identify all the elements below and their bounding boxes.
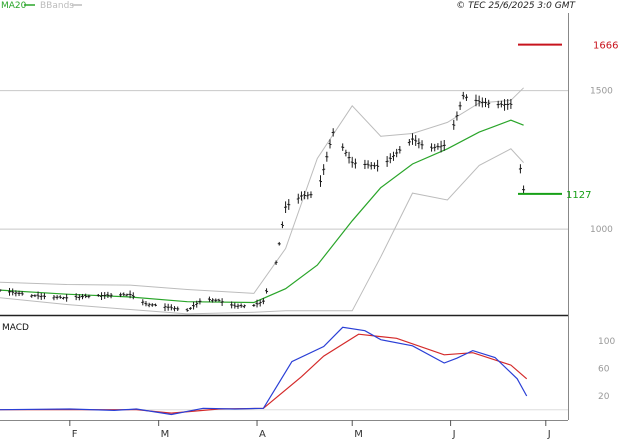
macd-main-line (0, 326, 528, 416)
price-levels: 1666 1127 (518, 41, 618, 201)
legend-ma-label: MA20 (1, 1, 27, 11)
price-bars (0, 91, 526, 312)
macd-y-ticks: 20 60 100 (598, 337, 615, 402)
ma20-path (0, 119, 524, 304)
x-tick-label: J (452, 429, 456, 440)
macd-y-tick-label: 20 (598, 392, 610, 402)
x-tick-label: J (547, 429, 551, 440)
macd-lines (0, 326, 528, 416)
x-tick-label: F (72, 429, 78, 440)
price-y-tick-label: 1000 (590, 225, 613, 235)
copyright-text: © TEC 25/6/2025 3:0 GMT (456, 1, 576, 11)
bb-lower-line (0, 148, 524, 315)
macd-y-tick-label: 60 (598, 365, 610, 375)
bollinger-bands (0, 87, 524, 315)
x-tick-label: M (354, 429, 363, 440)
macd-y-tick-label: 100 (598, 337, 615, 347)
macd-panel-label: MACD (2, 323, 29, 333)
legend-bb-label: BBands (40, 1, 74, 11)
x-tick-label: A (259, 429, 266, 440)
bb-upper-line (0, 87, 524, 294)
resistance-level-label: 1666 (593, 41, 618, 52)
ma20-line (0, 119, 524, 304)
price-y-ticks: 1000 1500 (590, 87, 613, 236)
macd-signal-line (0, 333, 528, 414)
price-y-tick-label: 1500 (590, 87, 613, 97)
x-tick-label: M (161, 429, 170, 440)
support-level-label: 1127 (566, 190, 591, 201)
